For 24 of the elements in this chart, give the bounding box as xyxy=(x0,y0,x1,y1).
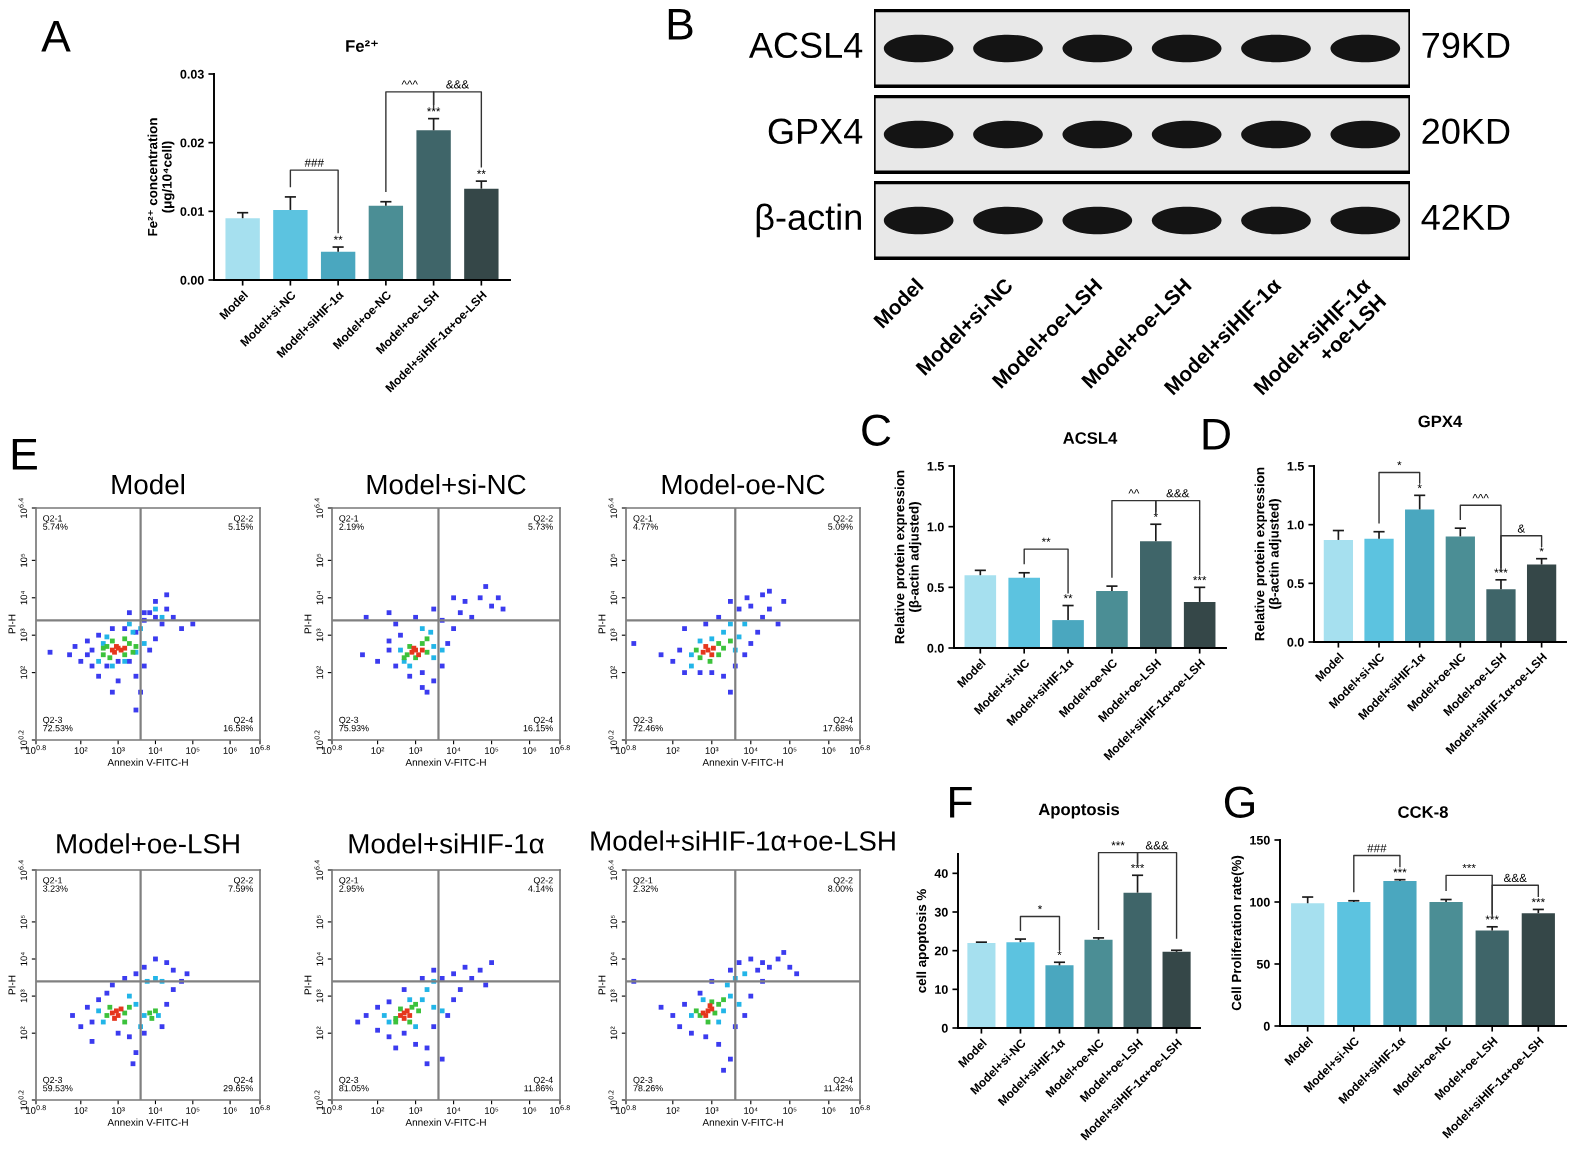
chart-title: Model-oe-NC xyxy=(662,473,825,495)
category-label: ACSL4 xyxy=(748,32,863,59)
text: G xyxy=(1224,786,1254,818)
category-label: 79KD xyxy=(1422,32,1510,59)
chart-title: Apoptosis xyxy=(1038,803,1120,819)
chart-title: Model xyxy=(112,473,184,495)
category-label: β-actin xyxy=(756,203,861,238)
chart-title: Model+siHIF-1α xyxy=(349,833,544,854)
text: D xyxy=(1203,418,1230,450)
chart-title: Model+si-NC xyxy=(367,473,526,495)
category-label: GPX4 xyxy=(768,118,863,145)
chart-title: Fe²⁺ xyxy=(346,40,378,52)
text: C xyxy=(862,414,891,446)
category-label: 42KD xyxy=(1421,204,1510,230)
chart-title: Model+siHIF-1α+oe-LSH xyxy=(591,830,895,851)
chart-title: CCK-8 xyxy=(1398,806,1448,818)
chart-title: Model+oe-LSH xyxy=(57,833,239,854)
text: F xyxy=(950,786,972,818)
chart-title: ACSL4 xyxy=(1063,432,1118,444)
chart-title: GPX4 xyxy=(1418,415,1463,428)
text: E xyxy=(12,438,37,470)
category-label: 20KD xyxy=(1422,118,1510,145)
text: B xyxy=(668,8,693,40)
text: A xyxy=(41,20,71,52)
